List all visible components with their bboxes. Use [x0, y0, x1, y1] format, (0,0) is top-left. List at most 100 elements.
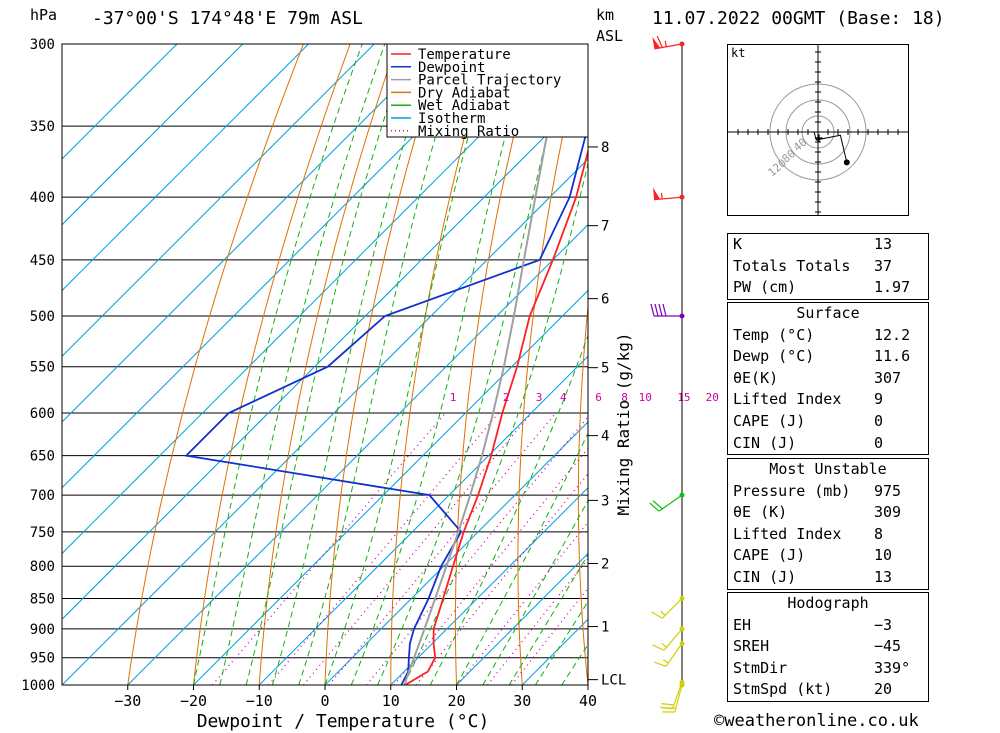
mixing-ratio-label: 1 — [450, 391, 457, 404]
isotherm-line — [62, 44, 244, 226]
km-tick-label: 8 — [601, 140, 609, 156]
wet-adiabat-line — [403, 161, 588, 685]
row-value: 975 — [874, 481, 902, 500]
wet-adiabat-line — [271, 44, 436, 685]
dry-adiabat-line — [127, 44, 304, 685]
km-label: km — [596, 6, 615, 24]
hodograph-end-point — [843, 159, 850, 166]
isotherm-line — [258, 355, 588, 685]
dry-adiabat-line — [577, 302, 588, 685]
wet-adiabat-line — [377, 44, 571, 685]
pressure-tick-label: 1000 — [21, 678, 55, 694]
dry-adiabat-line — [694, 44, 723, 685]
datetime-title: 11.07.2022 00GMT (Base: 18) — [652, 8, 945, 29]
mixing-ratio-label: 15 — [677, 391, 690, 404]
row-value: 1.97 — [874, 278, 911, 297]
row-value: 11.6 — [874, 347, 911, 366]
legend-label: Parcel Trajectory — [418, 73, 561, 89]
legend-label: Dry Adiabat — [418, 85, 511, 101]
dry-adiabat-line — [954, 44, 1000, 685]
x-tick-label: 20 — [447, 692, 465, 710]
row-value: 13 — [874, 235, 893, 253]
km-tick-label: LCL — [601, 673, 626, 689]
isotherm-line — [62, 44, 572, 555]
table-row: Temp (°C) 12.2 — [728, 325, 928, 347]
mixing-ratio-label: 4 — [560, 391, 567, 404]
wet-adiabat-line — [219, 44, 386, 685]
table-row: CIN (J) 0 — [728, 433, 928, 455]
mixing-ratio-label: 3 — [536, 391, 543, 404]
pressure-tick-label: 750 — [30, 525, 55, 541]
table-row: K 13 — [728, 234, 928, 256]
pressure-tick-label: 400 — [30, 190, 55, 206]
table-section-title: Most Unstable — [769, 460, 887, 478]
dry-adiabat-line — [517, 44, 584, 685]
pressure-tick-label: 550 — [30, 360, 55, 376]
table-section-title: Surface — [796, 304, 860, 322]
wet-adiabat-line — [456, 432, 588, 685]
row-value: 8 — [874, 524, 884, 543]
row-label: Dewp (°C) — [733, 347, 815, 366]
pressure-tick-label: 900 — [30, 622, 55, 638]
row-value: 13 — [874, 567, 893, 586]
pressure-tick-label: 300 — [30, 37, 55, 53]
hodograph-table: Hodograph EH −3 SREH −45 StmDir 339° StmSpd (kt… — [727, 592, 929, 702]
wet-adiabat-line — [429, 333, 588, 685]
pressure-tick-label: 850 — [30, 591, 55, 607]
row-label: CIN (J) — [733, 433, 797, 452]
isotherm-line — [324, 421, 588, 685]
row-value: 10 — [874, 546, 893, 565]
x-tick-label: −20 — [180, 692, 207, 710]
table-row: Totals Totals 37 — [728, 256, 928, 278]
wet-adiabat-line — [245, 44, 410, 685]
row-label: K — [733, 235, 743, 253]
row-value: 9 — [874, 390, 884, 409]
x-tick-label: 30 — [513, 692, 531, 710]
row-value: 0 — [874, 433, 884, 452]
mixing-ratio-line — [268, 412, 500, 685]
row-label: StmSpd (kt) — [733, 680, 833, 699]
legend-label: Temperature — [418, 47, 511, 63]
row-label: PW (cm) — [733, 278, 797, 297]
row-value: 20 — [874, 680, 893, 699]
row-label: CAPE (J) — [733, 546, 806, 565]
table-row: Pressure (mb) 975 — [728, 481, 928, 503]
hodograph-unit-label: kt — [731, 46, 745, 60]
row-label: Lifted Index — [733, 390, 842, 409]
wind-barb — [662, 682, 685, 713]
isotherm-line — [62, 158, 588, 685]
pressure-tick-label: 600 — [30, 406, 55, 422]
legend-label: Mixing Ratio — [418, 124, 519, 140]
row-value: 37 — [874, 256, 893, 275]
pressure-tick-label: 950 — [30, 651, 55, 667]
row-value: 309 — [874, 503, 902, 522]
mixing-ratio-label: 20 — [706, 391, 719, 404]
table-row: Lifted Index 8 — [728, 524, 928, 546]
wet-adiabat-line — [350, 44, 531, 685]
row-value: 0 — [874, 411, 884, 430]
legend-label: Wet Adiabat — [418, 98, 511, 114]
row-value: 307 — [874, 368, 902, 387]
isotherm-line — [62, 44, 441, 423]
table-row: PW (cm) 1.97 — [728, 277, 928, 299]
x-tick-label: 0 — [320, 692, 329, 710]
table-row: StmDir 339° — [728, 658, 928, 680]
row-value: −45 — [874, 637, 902, 656]
km-tick-label: 7 — [601, 219, 609, 235]
table-row: CAPE (J) 10 — [728, 545, 928, 567]
mixing-ratio-line — [365, 415, 588, 685]
isotherm-line — [62, 92, 588, 620]
asl-label: ASL — [596, 27, 624, 45]
table-row: EH −3 — [728, 615, 928, 637]
table-row: SREH −45 — [728, 636, 928, 658]
pressure-tick-label: 650 — [30, 449, 55, 465]
legend-label: Isotherm — [418, 111, 485, 127]
copyright-footer: ©weatheronline.co.uk — [714, 711, 919, 731]
pressure-tick-label: 500 — [30, 309, 55, 325]
row-label: Totals Totals — [733, 256, 851, 275]
row-value: 339° — [874, 658, 911, 677]
mixing-ratio-label: 2 — [503, 391, 510, 404]
dry-adiabat-line — [324, 44, 444, 685]
